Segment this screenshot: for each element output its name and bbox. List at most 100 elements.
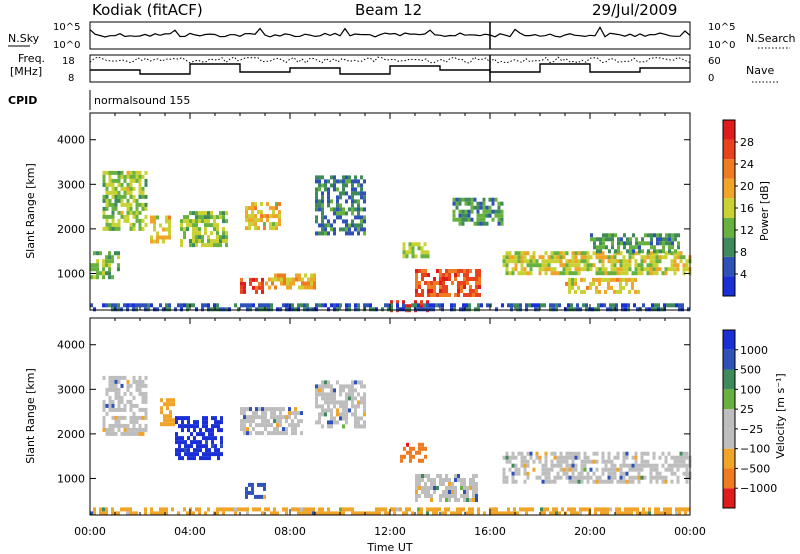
velocity-echo-cell	[472, 474, 475, 478]
velocity-echo-cell	[294, 407, 297, 412]
power-echo-cell	[671, 233, 674, 238]
velocity-echo-cell	[552, 507, 555, 512]
velocity-echo-cell	[249, 415, 252, 420]
power-echo-cell	[541, 255, 545, 260]
velocity-echo-cell	[601, 455, 605, 460]
velocity-echo-cell	[354, 420, 357, 425]
power-ytick-label: 4000	[57, 134, 85, 147]
velocity-echo-cell	[646, 463, 650, 468]
power-echo-cell	[470, 209, 474, 214]
power-echo-cell	[204, 227, 207, 232]
power-echo-cell	[628, 277, 631, 282]
power-echo-cell	[327, 307, 330, 312]
power-echo-cell	[360, 223, 363, 228]
velocity-echo-cell	[175, 420, 178, 425]
velocity-echo-cell	[520, 451, 524, 456]
velocity-echo-cell	[354, 424, 357, 429]
power-echo-cell	[265, 281, 268, 286]
velocity-echo-cell	[327, 384, 330, 389]
power-echo-cell	[126, 218, 130, 223]
power-echo-cell	[600, 303, 603, 308]
velocity-echo-cell	[577, 479, 581, 484]
power-echo-cell	[565, 271, 569, 276]
velocity-echo-cell	[390, 507, 393, 512]
velocity-echo-cell	[339, 404, 342, 409]
power-echo-cell	[297, 303, 300, 308]
power-echo-cell	[619, 259, 623, 264]
velocity-echo-cell	[327, 380, 330, 385]
power-echo-cell	[132, 226, 136, 231]
velocity-echo-cell	[342, 384, 345, 389]
power-echo-cell	[472, 293, 475, 297]
nave-label: Nave	[746, 64, 774, 77]
freq-panel: Freq. [MHz] 18 8 60 0 Nave	[10, 52, 780, 84]
power-echo-cell	[336, 303, 339, 308]
power-echo-cell	[108, 198, 112, 203]
velocity-echo-cell	[523, 459, 527, 464]
velocity-echo-cell	[288, 415, 291, 420]
power-ylabel: Slant Range [km]	[24, 163, 37, 259]
power-echo-cell	[457, 285, 460, 289]
power-echo-cell	[628, 263, 632, 268]
velocity-echo-cell	[111, 403, 115, 408]
power-echo-cell	[622, 285, 625, 290]
power-echo-cell	[272, 222, 275, 227]
power-echo-cell	[505, 251, 509, 256]
power-echo-cell	[605, 233, 608, 238]
power-echo-cell	[595, 289, 598, 294]
velocity-echo-cell	[357, 400, 360, 405]
power-echo-cell	[354, 215, 357, 220]
velocity-echo-cell	[166, 418, 169, 423]
power-echo-cell	[627, 307, 630, 312]
power-echo-cell	[228, 307, 231, 312]
velocity-echo-cell	[466, 486, 469, 490]
power-echo-cell	[589, 263, 593, 268]
power-echo-cell	[662, 241, 665, 246]
velocity-echo-cell	[433, 482, 436, 486]
velocity-echo-cell	[579, 507, 582, 512]
velocity-echo-cell	[598, 475, 602, 480]
velocity-echo-cell	[288, 423, 291, 428]
power-echo-cell	[216, 239, 219, 244]
velocity-echo-cell	[528, 507, 531, 512]
velocity-echo-cell	[526, 459, 530, 464]
velocity-echo-cell	[432, 511, 435, 516]
velocity-echo-cell	[190, 440, 193, 445]
power-echo-cell	[408, 304, 411, 309]
power-echo-cell	[479, 221, 483, 226]
power-echo-cell	[117, 303, 120, 308]
velocity-echo-cell	[279, 415, 282, 420]
power-echo-cell	[488, 205, 492, 210]
velocity-colorbar-label: Velocity [m s⁻¹]	[774, 373, 787, 458]
velocity-echo-cell	[550, 479, 554, 484]
power-echo-cell	[280, 281, 283, 286]
power-echo-cell	[644, 241, 647, 246]
power-echo-cell	[647, 233, 650, 238]
power-echo-cell	[274, 285, 277, 290]
power-echo-cell	[619, 285, 622, 290]
power-echo-cell	[462, 307, 465, 312]
velocity-echo-cell	[193, 456, 196, 461]
power-echo-cell	[628, 289, 631, 294]
velocity-echo-cell	[162, 511, 165, 516]
power-echo-cell	[363, 179, 366, 184]
velocity-echo-cell	[279, 431, 282, 436]
velocity-echo-cell	[622, 459, 626, 464]
power-echo-cell	[426, 254, 430, 259]
power-echo-cell	[195, 219, 198, 224]
velocity-echo-cell	[439, 474, 442, 478]
power-echo-cell	[105, 186, 109, 191]
power-echo-cell	[411, 254, 415, 259]
power-echo-cell	[411, 303, 414, 308]
power-echo-cell	[671, 237, 674, 242]
velocity-echo-cell	[263, 494, 266, 499]
power-echo-cell	[298, 277, 301, 282]
power-echo-cell	[476, 221, 480, 226]
velocity-echo-cell	[141, 391, 145, 396]
power-echo-cell	[117, 170, 121, 175]
power-echo-cell	[460, 281, 463, 285]
velocity-echo-cell	[163, 402, 166, 407]
velocity-echo-cell	[258, 431, 261, 436]
power-echo-cell	[165, 227, 168, 232]
